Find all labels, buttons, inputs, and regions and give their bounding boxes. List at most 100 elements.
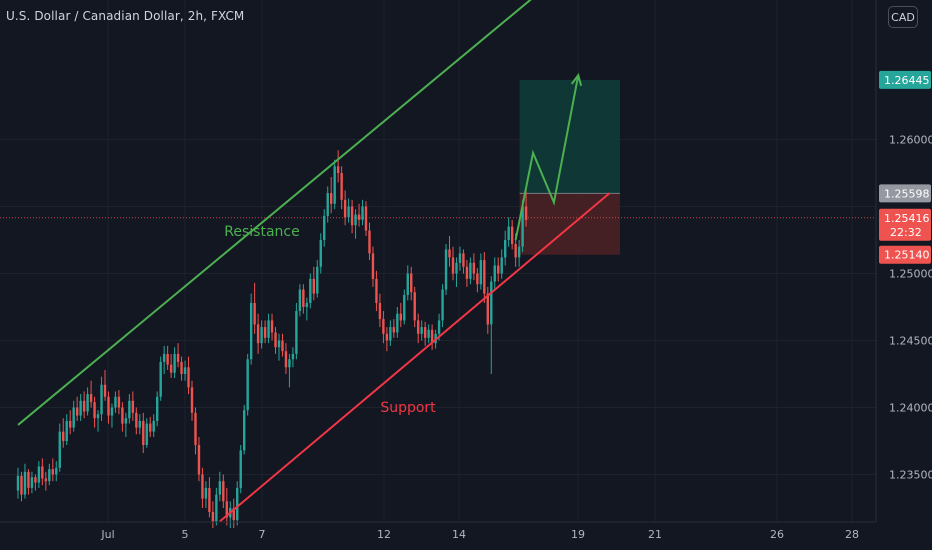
candle-bearish: [103, 369, 107, 401]
candle-bearish: [20, 471, 23, 502]
candle-bullish: [156, 391, 159, 427]
candle-bearish: [169, 353, 173, 379]
candle-bearish: [270, 313, 274, 341]
candle-bullish: [361, 199, 364, 226]
candle-bullish: [479, 253, 483, 290]
candle-bullish: [406, 265, 409, 301]
candle-body: [34, 477, 37, 483]
position-zones: [0, 79, 876, 255]
candle-body: [27, 471, 30, 488]
candle-bullish: [277, 333, 281, 361]
candle-body: [291, 353, 295, 360]
price-label-background: [879, 208, 931, 241]
candle-body: [204, 487, 208, 499]
candle-body: [378, 302, 382, 320]
candle-bullish: [500, 249, 503, 279]
candle-body: [93, 402, 96, 419]
candle-body: [281, 340, 284, 352]
candle-body: [232, 508, 235, 521]
candle-body: [149, 423, 152, 432]
candle-bearish: [107, 391, 110, 424]
candle-bearish: [62, 418, 65, 448]
candle-body: [336, 166, 340, 173]
candle-body: [430, 329, 434, 344]
candle-body: [504, 240, 507, 258]
candle-body: [249, 302, 253, 360]
candle-bearish: [194, 407, 197, 455]
currency-button[interactable]: CAD: [888, 6, 918, 28]
candle-bullish: [420, 320, 423, 341]
price-label-text: 1.25140: [884, 249, 930, 262]
price-label-countdown: 22:32: [890, 226, 922, 239]
candle-body: [208, 487, 211, 513]
candle-body: [462, 253, 465, 267]
candle-body: [173, 353, 176, 373]
candle-body: [298, 289, 302, 312]
projection-arrowhead: [570, 72, 583, 87]
candle-body: [142, 420, 145, 446]
candle-body: [55, 467, 58, 475]
time-axis[interactable]: Jul 5 7 12 14 19 21 26 28: [0, 521, 876, 541]
stop-zone: [519, 193, 621, 255]
candle-bullish: [23, 463, 27, 499]
candle-bearish: [41, 458, 44, 486]
candle-body: [159, 361, 162, 397]
projection-path[interactable]: [514, 74, 580, 241]
candle-bullish: [110, 403, 114, 428]
candle-body: [20, 475, 23, 495]
candle-body: [312, 278, 315, 294]
candle-bearish: [417, 313, 420, 344]
candle-body: [330, 193, 333, 204]
candle-body: [507, 226, 510, 240]
candle-bearish: [263, 320, 267, 344]
candle-body: [423, 327, 427, 338]
candle-bearish: [465, 260, 469, 287]
candle-body: [406, 273, 409, 295]
candle-body: [211, 512, 215, 522]
price-label-text: 1.25416: [884, 212, 930, 225]
candle-body: [368, 230, 371, 254]
candle-body: [319, 240, 322, 267]
support-trendline[interactable]: [219, 192, 611, 523]
candle-bullish: [152, 414, 155, 437]
candle-bullish: [239, 445, 242, 494]
candle-bullish: [507, 217, 510, 247]
candle-body: [493, 265, 496, 282]
candle-body: [316, 266, 319, 294]
candle-body: [44, 478, 48, 482]
candle-body: [128, 400, 131, 419]
price-tick-label: 1.24500: [889, 335, 932, 348]
candle-body: [37, 466, 41, 483]
candle-body: [517, 246, 521, 258]
candle-bearish: [93, 396, 96, 428]
candle-body: [343, 199, 347, 218]
trendlines: [17, 0, 611, 523]
candle-body: [239, 450, 242, 488]
candle-bullish: [86, 387, 89, 416]
candle-body: [364, 206, 368, 231]
candle-bearish: [180, 356, 183, 381]
candle-body: [89, 394, 93, 403]
candle-body: [260, 327, 263, 344]
candle-body: [135, 412, 138, 428]
price-axis[interactable]: 1.23500 1.24000 1.24500 1.25000 1.26000 1.264…: [875, 0, 932, 522]
candle-bearish: [330, 177, 333, 214]
candle-body: [30, 477, 34, 488]
resistance-trendline[interactable]: [17, 0, 537, 426]
candle-bullish: [159, 356, 162, 401]
candle-body: [270, 320, 274, 333]
candle-bearish: [312, 266, 315, 301]
candle-bearish: [410, 266, 413, 301]
candle-bearish: [44, 471, 48, 491]
time-tick-label: 5: [182, 528, 189, 541]
candle-bullish: [128, 394, 131, 424]
candle-bullish: [37, 461, 41, 488]
candle-bearish: [117, 390, 121, 415]
candle-body: [448, 249, 451, 258]
candle-body: [267, 320, 270, 338]
candle-body: [371, 253, 375, 279]
candle-bullish: [333, 159, 336, 210]
candle-body: [455, 262, 458, 274]
candle-bullish: [347, 198, 350, 223]
